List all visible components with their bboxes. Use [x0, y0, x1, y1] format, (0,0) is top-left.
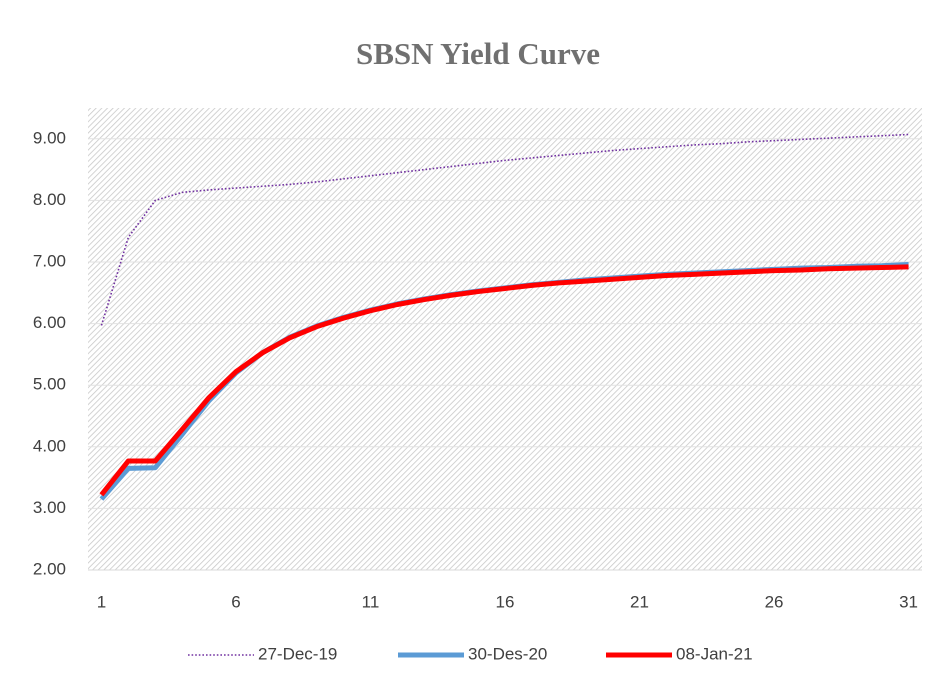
legend-label: 08-Jan-21: [676, 644, 753, 663]
chart-title: SBSN Yield Curve: [356, 36, 600, 71]
y-tick-label: 6.00: [33, 313, 66, 332]
x-tick-label: 31: [899, 592, 918, 611]
plot-area: [88, 108, 922, 570]
x-tick-label: 26: [765, 592, 784, 611]
x-tick-label: 11: [362, 592, 380, 611]
y-tick-label: 5.00: [33, 375, 66, 394]
x-tick-label: 21: [630, 592, 649, 611]
series-line: [100, 133, 909, 326]
y-tick-label: 3.00: [33, 498, 66, 517]
x-tick-label: 16: [496, 592, 515, 611]
series-line: [99, 264, 909, 497]
legend-label: 27-Dec-19: [258, 644, 337, 663]
y-tick-label: 8.00: [33, 190, 66, 209]
y-tick-label: 9.00: [33, 128, 66, 147]
legend-label: 30-Des-20: [468, 644, 547, 663]
x-tick-label: 6: [231, 592, 240, 611]
y-tick-label: 4.00: [33, 436, 66, 455]
y-tick-label: 2.00: [33, 559, 66, 578]
x-tick-label: 1: [97, 592, 106, 611]
y-tick-label: 7.00: [33, 251, 66, 270]
